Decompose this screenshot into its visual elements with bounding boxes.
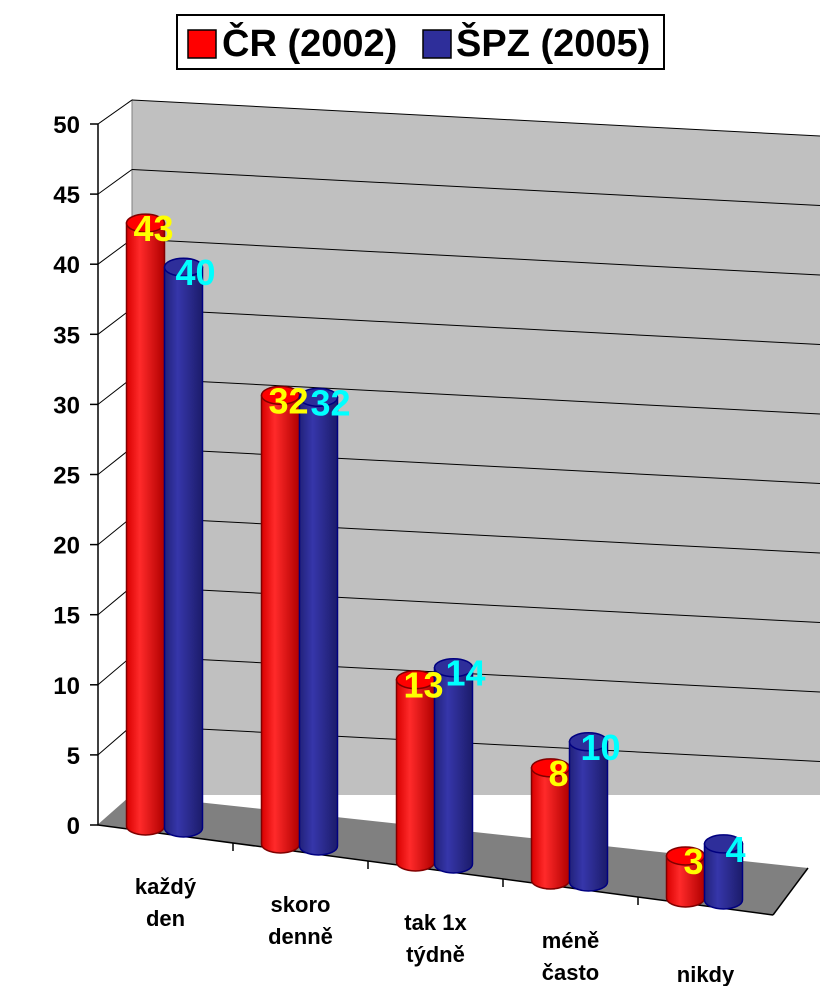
bar <box>125 213 166 836</box>
bars <box>125 213 744 910</box>
bar-body <box>703 843 744 910</box>
x-tick-label: skoro denně <box>268 892 333 949</box>
bar-body <box>395 678 436 872</box>
data-label: 40 <box>175 252 215 293</box>
bar-body <box>568 741 609 892</box>
legend: ČR (2002) ŠPZ (2005) <box>176 14 665 70</box>
y-tick-label: 35 <box>53 322 80 349</box>
legend-swatch-series-0 <box>187 29 217 59</box>
bar-body <box>298 396 339 856</box>
bar <box>260 385 301 854</box>
y-tick-label: 40 <box>53 252 80 279</box>
gridline-back <box>131 655 820 693</box>
bar-body <box>163 266 204 838</box>
y-axis-ticks: 0 5 10 15 20 25 30 35 40 45 50 <box>53 112 98 840</box>
gridline-side <box>97 169 133 195</box>
y-tick-label: 5 <box>67 743 80 770</box>
data-label: 14 <box>445 653 485 694</box>
data-label: 32 <box>268 380 308 421</box>
legend-label-series-0: ČR (2002) <box>222 20 397 65</box>
gridlines <box>97 99 820 762</box>
y-tick-label: 15 <box>53 603 80 630</box>
bar-top <box>703 834 744 854</box>
gridline-back <box>131 308 820 345</box>
data-label: 32 <box>310 382 350 423</box>
gridline-back <box>131 169 820 206</box>
bar-body <box>260 394 301 854</box>
data-label: 4 <box>725 829 745 870</box>
x-tick-label: každý den <box>135 874 197 931</box>
data-label: 43 <box>133 208 173 249</box>
legend-swatch-series-1 <box>422 29 452 59</box>
data-label: 13 <box>403 665 443 706</box>
legend-box <box>176 14 665 70</box>
y-tick-label: 10 <box>53 673 80 700</box>
gridline-side <box>97 99 133 125</box>
bar-top <box>433 657 474 678</box>
bar <box>298 387 339 856</box>
floor-right-edge <box>772 867 809 916</box>
bar <box>395 669 436 872</box>
bar-top <box>125 213 166 233</box>
x-tick-label: tak 1x týdně <box>404 910 467 967</box>
gridline-back <box>131 516 820 554</box>
y-tick-label: 50 <box>53 112 80 139</box>
gridline-back <box>131 377 820 415</box>
bar <box>433 657 474 874</box>
bar-top <box>163 257 204 277</box>
bar <box>568 732 609 892</box>
y-tick-label: 30 <box>53 392 80 419</box>
gridline-back <box>131 238 820 276</box>
gridline-back <box>131 99 820 137</box>
y-tick-label: 0 <box>67 813 80 840</box>
bar <box>163 257 204 838</box>
x-tick-label: méně často <box>542 928 599 985</box>
gridline-back <box>131 447 820 484</box>
x-axis-line <box>97 824 774 916</box>
bar-body <box>125 222 166 836</box>
legend-label-series-1: ŠPZ (2005) <box>456 20 650 65</box>
y-tick-label: 25 <box>53 463 80 490</box>
bar <box>530 758 571 890</box>
bar-top <box>298 387 339 408</box>
data-label: 10 <box>580 727 620 768</box>
bar <box>703 834 744 910</box>
x-axis-ticks: každý den skoro denně tak 1x týdně méně často ni… <box>135 843 735 986</box>
y-tick-label: 45 <box>53 182 80 209</box>
x-tick-label: nikdy <box>677 962 735 986</box>
bar-top <box>568 732 609 752</box>
bar-body <box>433 666 474 874</box>
gridline-back <box>131 586 820 623</box>
gridline-back <box>131 725 820 762</box>
data-label: 3 <box>683 841 703 882</box>
data-label: 8 <box>548 753 568 794</box>
y-tick-label: 20 <box>53 533 80 560</box>
